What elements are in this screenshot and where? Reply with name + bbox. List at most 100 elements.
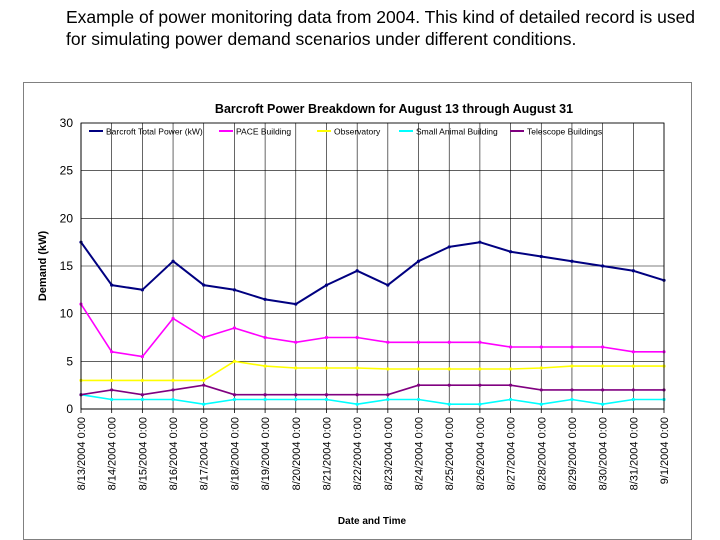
data-point	[478, 383, 482, 387]
data-point	[110, 350, 114, 354]
data-point	[447, 245, 451, 249]
data-point	[232, 397, 237, 402]
data-point	[447, 367, 451, 371]
plot-border	[80, 122, 665, 410]
x-tick-label: 8/22/2004 0:00	[352, 417, 364, 490]
data-point	[140, 393, 144, 397]
x-tick-label: 8/23/2004 0:00	[383, 417, 395, 490]
data-point	[539, 402, 543, 406]
data-point	[416, 259, 421, 263]
x-tick-label: 8/19/2004 0:00	[260, 417, 272, 490]
data-point	[110, 283, 114, 287]
y-tick-label: 30	[60, 116, 74, 130]
data-point	[294, 393, 298, 397]
data-point	[631, 397, 635, 402]
data-point	[324, 283, 329, 287]
data-point	[171, 316, 175, 321]
data-point	[263, 335, 267, 340]
data-point	[110, 397, 114, 402]
data-point	[171, 259, 175, 263]
x-tick-label: 8/14/2004 0:00	[107, 417, 119, 490]
data-point	[355, 366, 359, 370]
data-point	[355, 402, 359, 406]
data-point	[416, 367, 421, 371]
data-point	[202, 283, 206, 287]
data-point	[601, 345, 605, 349]
data-point	[570, 388, 574, 392]
legend-label: Barcroft Total Power (kW)	[106, 127, 203, 137]
legend-label: Observatory	[334, 127, 381, 137]
x-tick-label: 8/30/2004 0:00	[598, 417, 610, 490]
data-point	[171, 378, 175, 382]
data-point	[508, 397, 513, 402]
data-point	[232, 393, 237, 397]
data-point	[263, 297, 267, 301]
data-point	[171, 397, 175, 402]
data-point	[416, 397, 421, 402]
data-point	[232, 326, 237, 330]
data-point	[447, 340, 451, 344]
data-point	[508, 250, 513, 254]
data-point	[508, 367, 513, 371]
data-point	[140, 397, 144, 402]
y-tick-label: 10	[60, 307, 74, 321]
data-point	[324, 397, 329, 402]
data-point	[232, 359, 237, 363]
chart-frame: 0 5 10 15 20 25 30 8/13/2004 0:00 8/14/2004 0:00…	[23, 82, 692, 540]
data-point	[601, 264, 605, 268]
data-point	[294, 366, 298, 370]
data-point	[601, 388, 605, 392]
data-point	[355, 269, 359, 273]
x-tick-label: 8/18/2004 0:00	[229, 417, 241, 490]
x-tick-label: 8/13/2004 0:00	[76, 417, 88, 490]
data-point	[508, 383, 513, 387]
data-point	[416, 383, 421, 387]
y-axis-label: Demand (kW)	[37, 231, 49, 302]
series-line	[80, 393, 664, 406]
data-point	[386, 393, 390, 397]
x-tick-label: 8/21/2004 0:00	[321, 417, 333, 490]
y-tick-label: 20	[60, 211, 74, 225]
y-tick-label: 5	[66, 354, 73, 368]
data-point	[601, 364, 605, 368]
x-tick-label: 8/20/2004 0:00	[291, 417, 303, 490]
data-point	[478, 240, 482, 244]
y-tick-label: 0	[66, 402, 73, 416]
series-line	[81, 360, 664, 382]
data-point	[202, 402, 206, 406]
data-point	[324, 335, 329, 340]
data-point	[570, 259, 574, 263]
x-tick-label: 8/24/2004 0:00	[414, 417, 426, 490]
data-point	[478, 340, 482, 344]
y-tick-label: 15	[60, 259, 74, 273]
data-point	[110, 378, 114, 382]
data-point	[294, 397, 298, 402]
data-point	[447, 383, 451, 387]
y-tick-label: 25	[60, 164, 74, 178]
x-tick-label: 8/29/2004 0:00	[567, 417, 579, 490]
data-point	[386, 397, 390, 402]
data-point	[539, 366, 543, 370]
x-tick-label: 8/25/2004 0:00	[444, 417, 456, 490]
data-point	[202, 378, 206, 382]
series-line	[80, 303, 664, 358]
data-point	[386, 283, 390, 287]
x-tick-label: 8/15/2004 0:00	[137, 417, 149, 490]
data-point	[355, 335, 359, 340]
x-tick-label: 9/1/2004 0:00	[659, 417, 671, 484]
data-point	[324, 393, 329, 397]
data-point	[478, 402, 482, 406]
data-point	[140, 288, 144, 292]
data-point	[202, 335, 206, 340]
data-point	[355, 393, 359, 397]
data-point	[570, 397, 574, 402]
data-point	[539, 254, 543, 259]
x-tick-label: 8/17/2004 0:00	[199, 417, 211, 490]
power-breakdown-chart: 0 5 10 15 20 25 30 8/13/2004 0:00 8/14/2004 0:00…	[37, 102, 671, 527]
data-point	[324, 366, 329, 370]
data-point	[386, 340, 390, 344]
legend-label: PACE Building	[236, 127, 291, 137]
data-point	[508, 345, 513, 349]
data-point	[294, 340, 298, 344]
data-point	[386, 367, 390, 371]
